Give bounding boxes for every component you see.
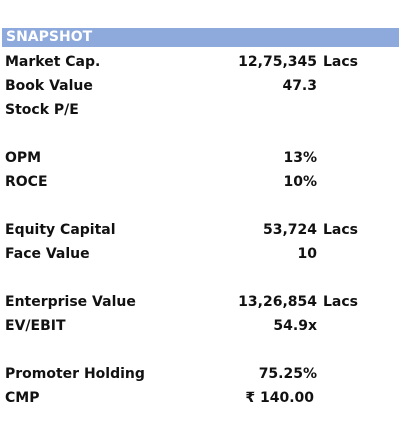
ev-ebit-value: 54.9x [273,318,317,334]
promoter-holding-label: Promoter Holding [5,366,145,382]
face-value-label: Face Value [5,246,90,262]
roce-value: 10% [283,174,317,190]
equity-capital-value: 53,724 [262,222,317,238]
row-opm: OPM 13% [0,148,401,170]
opm-value: 13% [283,150,317,166]
cmp-value: ₹ 140.00 [245,390,314,406]
cmp-label: CMP [5,390,40,406]
enterprise-value-value: 13,26,854 [238,294,317,310]
stock-pe-label: Stock P/E [5,102,79,118]
row-book-value: Book Value 47.3 [0,76,401,98]
market-cap-label: Market Cap. [5,54,101,70]
ev-ebit-label: EV/EBIT [5,318,66,334]
enterprise-value-unit: Lacs [323,294,358,310]
row-face-value: Face Value 10 [0,244,401,266]
snapshot-header: SNAPSHOT [2,28,399,47]
snapshot-title: SNAPSHOT [6,29,93,45]
enterprise-value-label: Enterprise Value [5,294,136,310]
opm-label: OPM [5,150,42,166]
roce-label: ROCE [5,174,48,190]
row-enterprise-value: Enterprise Value 13,26,854 Lacs [0,292,401,314]
promoter-holding-value: 75.25% [258,366,317,382]
row-market-cap: Market Cap. 12,75,345 Lacs [0,52,401,74]
market-cap-unit: Lacs [323,54,358,70]
market-cap-value: 12,75,345 [238,54,317,70]
row-cmp: CMP ₹ 140.00 [0,388,401,410]
equity-capital-unit: Lacs [323,222,358,238]
face-value-value: 10 [297,246,317,262]
row-ev-ebit: EV/EBIT 54.9x [0,316,401,338]
row-equity-capital: Equity Capital 53,724 Lacs [0,220,401,242]
row-promoter-holding: Promoter Holding 75.25% [0,364,401,386]
row-roce: ROCE 10% [0,172,401,194]
row-stock-pe: Stock P/E [0,100,401,122]
book-value-value: 47.3 [282,78,317,94]
equity-capital-label: Equity Capital [5,222,116,238]
book-value-label: Book Value [5,78,93,94]
